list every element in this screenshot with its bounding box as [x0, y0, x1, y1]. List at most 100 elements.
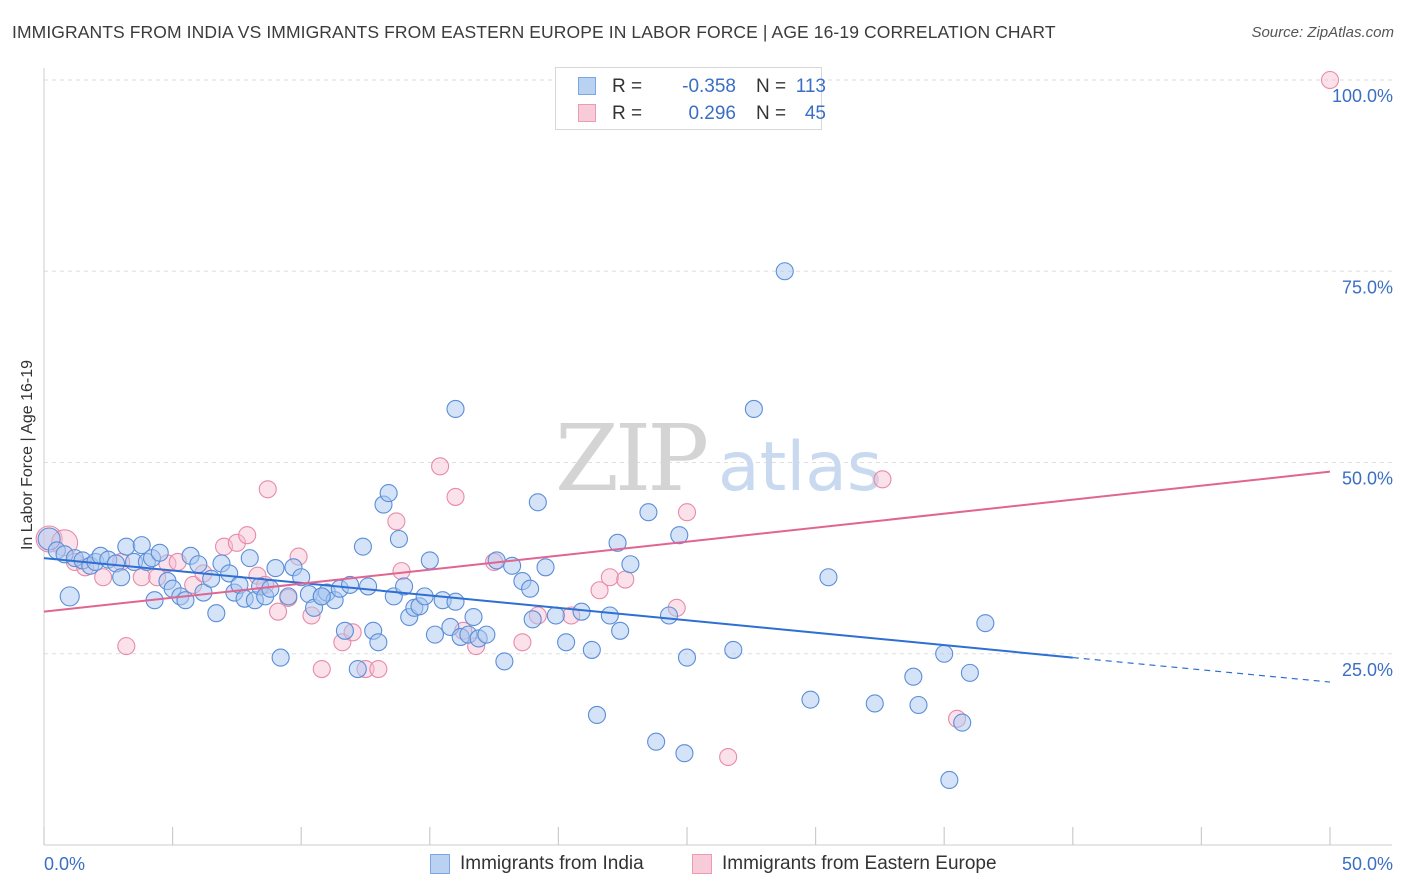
point-india [953, 713, 972, 732]
point-india [420, 551, 439, 570]
point-india [395, 577, 414, 596]
point-india [587, 705, 607, 725]
point-india [261, 579, 280, 598]
point-eastern-europe [132, 568, 151, 587]
point-india [935, 644, 954, 663]
trendline-eastern-europe [43, 470, 1331, 613]
point-india [176, 591, 195, 610]
point-india [611, 621, 630, 640]
watermark: ZIP atlas [555, 405, 882, 512]
point-india [59, 586, 80, 607]
legend-swatch-eastern-europe [578, 104, 596, 122]
point-eastern-europe [616, 570, 635, 589]
point-india [536, 558, 555, 577]
point-india [639, 503, 658, 522]
point-india [546, 606, 565, 625]
y-tick-label: 25.0% [1342, 660, 1393, 680]
point-india [675, 744, 694, 763]
point-india [369, 633, 388, 652]
point-india [292, 568, 311, 587]
legend-india-n-value: 113 [795, 76, 826, 97]
point-india [775, 262, 794, 281]
point-eastern-europe [94, 568, 113, 587]
point-india [240, 549, 259, 568]
point-india [909, 695, 928, 715]
point-india [189, 555, 208, 574]
point-eastern-europe [227, 533, 246, 552]
point-india [446, 592, 465, 611]
point-india [446, 399, 465, 419]
correlation-legend: R = -0.358 N = 113 R = 0.296 N = 45 [555, 67, 826, 130]
point-india [801, 690, 820, 709]
point-india [495, 652, 514, 671]
watermark-zip: ZIP [555, 405, 706, 512]
chart-title: IMMIGRANTS FROM INDIA VS IMMIGRANTS FROM… [12, 22, 1056, 42]
point-india [266, 559, 285, 578]
point-india [335, 621, 354, 640]
point-india [528, 493, 547, 512]
point-eastern-europe [117, 637, 136, 656]
point-india [425, 625, 444, 644]
legend-ee-n-value: 45 [804, 103, 826, 124]
point-eastern-europe [513, 633, 532, 652]
point-eastern-europe [312, 659, 331, 679]
point-india [744, 399, 763, 419]
point-india [112, 568, 131, 587]
legend-ee-r-label: R = [612, 103, 643, 124]
series-india-points [37, 262, 995, 790]
point-eastern-europe [719, 747, 738, 767]
point-india [659, 606, 679, 625]
trendlines [43, 470, 1331, 683]
point-india [271, 648, 290, 667]
point-eastern-europe [873, 470, 892, 489]
point-eastern-europe [387, 512, 406, 531]
legend-ee-n-label: N = [756, 103, 787, 124]
point-india [865, 694, 884, 713]
point-india [150, 543, 169, 562]
legend-india-r-label: R = [612, 76, 643, 97]
point-eastern-europe [369, 659, 388, 679]
point-india [557, 633, 576, 652]
series-legend: Immigrants from India Immigrants from Ea… [0, 853, 1406, 877]
point-india [348, 659, 367, 679]
point-india [621, 555, 640, 574]
x-tick-label: 0.0% [44, 854, 85, 874]
y-tick-label: 100.0% [1332, 86, 1393, 106]
point-india [389, 529, 408, 549]
point-india [724, 640, 743, 659]
point-india [521, 579, 540, 598]
point-india [523, 610, 542, 629]
point-india [353, 537, 372, 556]
y-tick-label: 75.0% [1342, 277, 1393, 297]
series-legend-label-india: Immigrants from India [460, 853, 644, 874]
point-india [608, 533, 627, 552]
point-india [220, 564, 239, 583]
point-eastern-europe [431, 457, 450, 476]
trendline-india [43, 557, 1073, 659]
point-india [279, 587, 298, 606]
point-india [960, 663, 979, 682]
point-india [341, 575, 360, 594]
watermark-atlas: atlas [718, 428, 882, 507]
source-label: Source: ZipAtlas.com [1251, 24, 1394, 41]
point-india [677, 648, 697, 667]
tick-labels: 25.0% 50.0% 75.0% 100.0% 0.0% 50.0% [44, 86, 1393, 874]
point-eastern-europe [1320, 70, 1340, 90]
trendline-india-extension [1072, 656, 1331, 683]
point-india [670, 526, 689, 545]
y-tick-label: 50.0% [1342, 469, 1393, 489]
legend-ee-r-value: 0.296 [688, 103, 736, 124]
point-india [904, 667, 923, 686]
point-eastern-europe [269, 602, 288, 621]
legend-swatch-india [578, 77, 596, 95]
point-india [379, 484, 398, 503]
point-eastern-europe [446, 487, 465, 506]
series-legend-swatch-india [430, 854, 450, 874]
point-india [117, 537, 136, 556]
x-tick-label: 50.0% [1342, 854, 1393, 874]
series-legend-label-eastern-europe: Immigrants from Eastern Europe [722, 853, 997, 874]
legend-india-r-value: -0.358 [682, 76, 736, 97]
point-eastern-europe [677, 503, 697, 522]
series-legend-swatch-eastern-europe [692, 854, 712, 874]
